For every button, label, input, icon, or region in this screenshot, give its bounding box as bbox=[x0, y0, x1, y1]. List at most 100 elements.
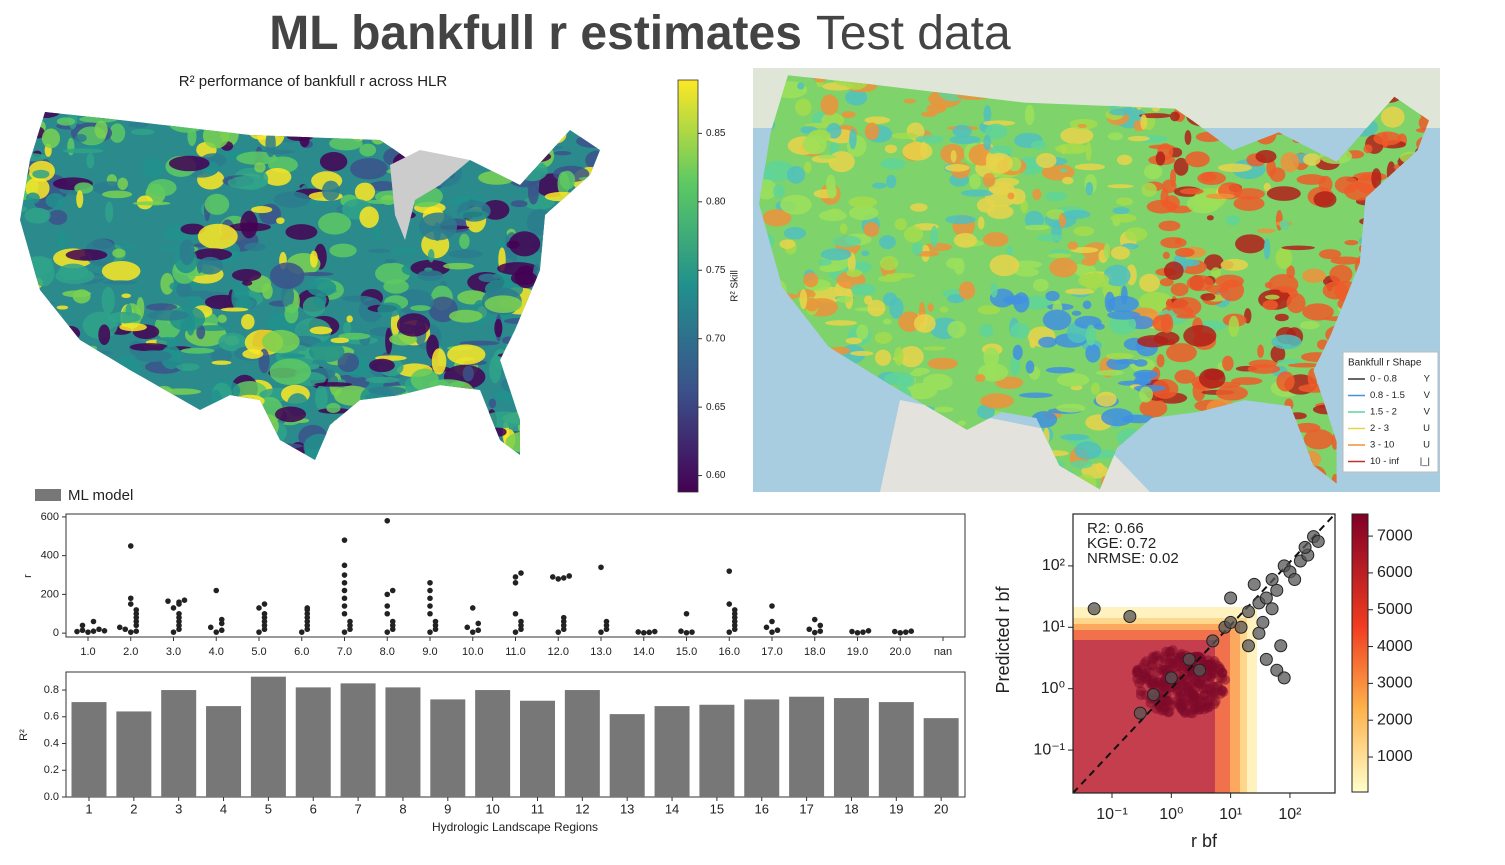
map-patch bbox=[521, 354, 554, 361]
map-patch bbox=[517, 160, 548, 182]
map-patch bbox=[31, 336, 40, 352]
map-patch bbox=[156, 385, 173, 395]
map-patch bbox=[563, 306, 593, 315]
map-patch bbox=[977, 216, 985, 230]
map-patch bbox=[1059, 168, 1068, 173]
map-patch bbox=[817, 258, 832, 266]
map-patch bbox=[303, 433, 335, 460]
map-patch bbox=[580, 445, 589, 452]
map-patch bbox=[373, 112, 391, 119]
map-patch bbox=[1056, 403, 1086, 413]
swarm-point bbox=[731, 618, 738, 625]
map-patch bbox=[573, 422, 600, 439]
map-patch bbox=[958, 281, 976, 300]
swarm-point bbox=[213, 629, 220, 635]
scatter-point bbox=[1274, 639, 1288, 653]
swarm-point bbox=[427, 579, 433, 586]
x-tick-label: 15 bbox=[710, 801, 724, 816]
swarm-point bbox=[304, 622, 311, 629]
map-patch bbox=[231, 269, 262, 282]
x-tick-label: 13.0 bbox=[590, 646, 611, 658]
map-patch bbox=[371, 131, 385, 145]
map-patch bbox=[1329, 264, 1353, 284]
map-patch bbox=[28, 132, 38, 137]
map-patch bbox=[427, 249, 435, 263]
map-patch bbox=[978, 324, 994, 338]
map-patch bbox=[396, 313, 431, 337]
y-tick-label: 0.6 bbox=[44, 711, 59, 723]
swarm-point bbox=[427, 610, 433, 617]
map-patch bbox=[97, 397, 128, 422]
map-patch bbox=[1217, 163, 1252, 173]
map-patch bbox=[902, 141, 933, 161]
legend-label: 0 - 0.8 bbox=[1370, 374, 1397, 385]
map-patch bbox=[1160, 187, 1169, 208]
density-point bbox=[1203, 677, 1214, 688]
map-patch bbox=[559, 170, 576, 190]
map-patch bbox=[820, 248, 852, 261]
y-tick-label: 0.8 bbox=[44, 684, 59, 696]
map-patch bbox=[101, 260, 141, 282]
map-patch bbox=[116, 392, 135, 421]
map-patch bbox=[385, 327, 393, 355]
map-patch bbox=[762, 160, 795, 182]
map-patch bbox=[1183, 325, 1217, 347]
map-patch bbox=[1070, 460, 1093, 469]
swarm-point bbox=[261, 614, 268, 621]
map-patch bbox=[29, 309, 63, 325]
map-patch bbox=[471, 444, 481, 453]
map-patch bbox=[20, 205, 28, 213]
map-patch bbox=[1045, 290, 1060, 302]
map-patch bbox=[1143, 164, 1163, 180]
swarm-point bbox=[341, 610, 348, 617]
map-patch bbox=[329, 243, 357, 258]
map-patch bbox=[254, 162, 266, 173]
map-patch bbox=[511, 451, 552, 460]
map-patch bbox=[818, 154, 837, 159]
map-patch bbox=[20, 431, 24, 442]
map-patch bbox=[526, 208, 553, 236]
map-patch bbox=[1262, 300, 1279, 311]
map-patch bbox=[864, 122, 880, 141]
scatter-point bbox=[1265, 602, 1279, 616]
colorbar-tick-label: 4000 bbox=[1377, 638, 1413, 655]
y-tick-label: 0.2 bbox=[44, 764, 59, 776]
map-patch bbox=[101, 286, 115, 314]
map-patch bbox=[849, 128, 857, 150]
map-patch bbox=[1247, 364, 1281, 374]
bar bbox=[878, 702, 914, 797]
map-patch bbox=[1085, 324, 1096, 346]
map-patch bbox=[880, 158, 906, 170]
map-patch bbox=[417, 453, 454, 460]
map-patch bbox=[142, 157, 164, 179]
map-patch bbox=[431, 348, 447, 375]
map-patch bbox=[20, 388, 43, 399]
map-patch bbox=[1158, 220, 1181, 232]
map-patch bbox=[74, 350, 113, 356]
map-patch bbox=[577, 410, 600, 438]
x-tick-label: 1.0 bbox=[80, 646, 95, 658]
map-patch bbox=[894, 346, 904, 366]
map-patch bbox=[804, 161, 812, 174]
map-patch bbox=[32, 169, 50, 179]
swarm-point bbox=[726, 568, 733, 574]
map-patch bbox=[551, 112, 584, 117]
map-patch bbox=[132, 201, 171, 206]
y-tick-label: 400 bbox=[41, 550, 59, 562]
x-tick-label: 20 bbox=[934, 801, 948, 816]
map-patch bbox=[1200, 293, 1216, 301]
map-patch bbox=[56, 231, 67, 250]
density-point bbox=[1153, 666, 1164, 677]
swarm-point bbox=[555, 576, 562, 582]
map-patch bbox=[583, 433, 600, 449]
scatter-point bbox=[1224, 591, 1238, 605]
swarm-point bbox=[176, 622, 182, 629]
map-patch bbox=[520, 133, 547, 148]
map-patch bbox=[288, 112, 317, 126]
map-patch bbox=[376, 417, 387, 423]
map-patch bbox=[883, 292, 898, 307]
map-patch bbox=[1139, 398, 1168, 418]
plot-area bbox=[1073, 514, 1335, 793]
scatter-point bbox=[1265, 573, 1279, 587]
